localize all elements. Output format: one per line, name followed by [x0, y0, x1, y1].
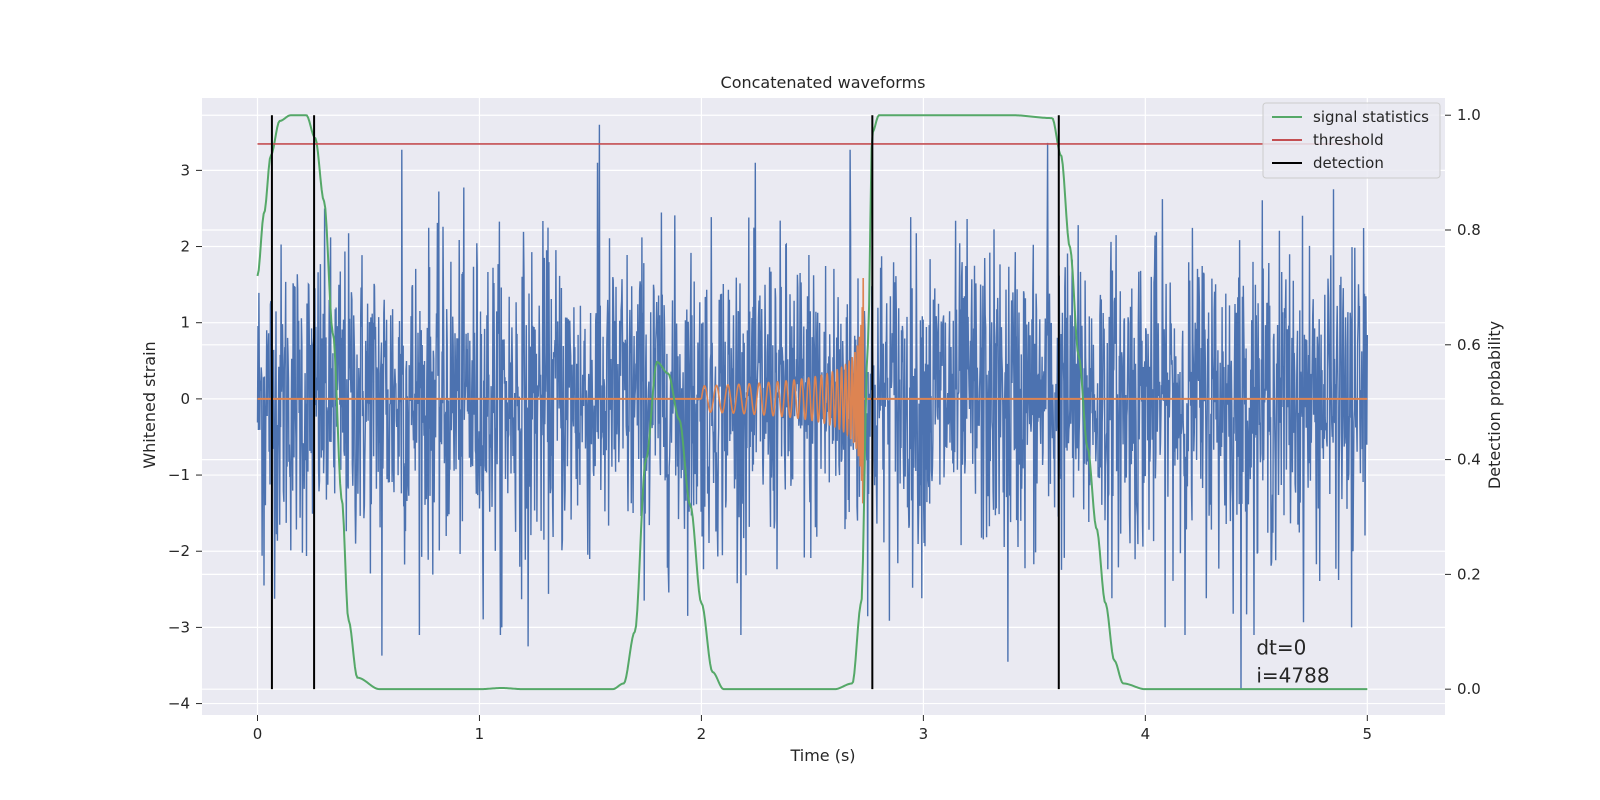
- annotation: dt=0 i=4788: [1256, 635, 1329, 687]
- noise-line: [256, 124, 1368, 690]
- x-tick-label: 3: [919, 725, 929, 743]
- y-tick-label: 2: [180, 238, 190, 256]
- x-tick-label: 1: [475, 725, 485, 743]
- chart-title: Concatenated waveforms: [721, 73, 926, 92]
- y-tick-label: −4: [168, 695, 190, 713]
- y2-axis-label: Detection probability: [1485, 321, 1504, 489]
- annotation-index: i=4788: [1256, 663, 1329, 687]
- y-tick-label: 0: [180, 390, 190, 408]
- x-tick-label: 4: [1141, 725, 1151, 743]
- axes: 0 1 2 3 4 5 −4 −3 −2 −1 0 1 2 3 0.0 0.2 0.4 0.6 0.8 1.0: [168, 106, 1481, 743]
- legend-label-signal-statistics: signal statistics: [1313, 108, 1429, 126]
- legend-label-detection: detection: [1313, 154, 1384, 172]
- signal-statistics-layer: [256, 114, 1368, 691]
- x-tick-label: 0: [253, 725, 263, 743]
- annotation-dt: dt=0: [1256, 635, 1306, 659]
- legend-box: [1262, 102, 1441, 179]
- legend: signal statistics threshold detection: [1262, 102, 1441, 179]
- x-tick-label: 5: [1363, 725, 1373, 743]
- x-tick-label: 2: [697, 725, 707, 743]
- y-tick-label: 3: [180, 161, 190, 179]
- y-axis-label: Whitened strain: [140, 341, 159, 468]
- waveform-series-layer: [257, 277, 1368, 504]
- detection-layer: [270, 115, 1060, 690]
- y2-tick-label: 0.4: [1457, 451, 1481, 469]
- y-tick-label: −1: [168, 466, 190, 484]
- y2-tick-label: 0.2: [1457, 565, 1481, 583]
- noise-series-layer: [256, 124, 1368, 690]
- y2-tick-label: 1.0: [1457, 106, 1481, 124]
- legend-label-threshold: threshold: [1313, 131, 1384, 149]
- y2-tick-label: 0.6: [1457, 336, 1481, 354]
- y2-tick-label: 0.8: [1457, 221, 1481, 239]
- y-tick-label: −2: [168, 542, 190, 560]
- y-tick-label: 1: [180, 314, 190, 332]
- waveform-chirp-line: [700, 277, 865, 504]
- x-axis-label: Time (s): [789, 746, 855, 765]
- y-tick-label: −3: [168, 618, 190, 636]
- signal-statistics-line: [256, 114, 1368, 691]
- y2-tick-label: 0.0: [1457, 680, 1481, 698]
